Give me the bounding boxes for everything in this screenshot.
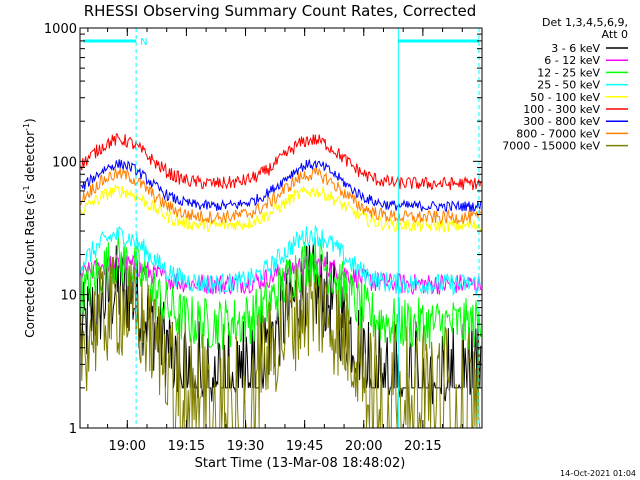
x-tick-label-3: 19:45 — [286, 439, 323, 454]
night-flag-label: N — [140, 37, 147, 48]
plot-frame — [79, 27, 483, 429]
x-tick-label-5: 20:15 — [404, 439, 441, 454]
legend-label-1: 6 - 12 keV — [544, 54, 600, 67]
legend-label-3: 25 - 50 keV — [537, 79, 600, 92]
axes: 19:00 19:15 19:30 19:45 20:00 20:15 1 10 100 1000 — [44, 22, 482, 454]
x-axis-label: Start Time (13-Mar-08 18:48:02) — [195, 456, 406, 471]
series-line-8 — [80, 257, 481, 429]
y-axis-label-part1: Corrected Count Rate (s — [23, 193, 37, 337]
series-layer — [80, 133, 482, 429]
night-flags: N — [83, 28, 480, 428]
legend-label-8: 7000 - 15000 keV — [502, 140, 600, 153]
legend-label-6: 300 - 800 keV — [523, 115, 600, 128]
x-tick-label-1: 19:15 — [168, 439, 205, 454]
y-tick-label-2: 100 — [52, 155, 77, 170]
y-tick-label-0: 1 — [69, 422, 77, 437]
series-line-2 — [80, 235, 482, 351]
y-axis-label-part3: ) — [23, 118, 37, 123]
y-axis-label-sup1: -1 — [22, 185, 31, 193]
x-tick-label-0: 19:00 — [109, 439, 146, 454]
legend-label-4: 50 - 100 keV — [530, 91, 600, 104]
series-line-6 — [80, 159, 482, 213]
y-tick-label-3: 1000 — [44, 22, 77, 37]
x-tick-label-2: 19:30 — [227, 439, 264, 454]
legend-label-7: 800 - 7000 keV — [516, 127, 600, 140]
y-axis-label: Corrected Count Rate (s-1 detector-1) — [22, 118, 37, 337]
legend-header-line2: Att 0 — [602, 28, 628, 41]
y-tick-label-1: 10 — [60, 289, 77, 304]
legend-header-line1: Det 1,3,4,5,6,9, — [542, 16, 628, 29]
footer-date: 14-Oct-2021 01:04 — [560, 469, 636, 478]
x-tick-label-4: 20:00 — [345, 439, 382, 454]
y-axis-label-part2: detector — [23, 131, 37, 186]
y-axis-label-sup2: -1 — [22, 123, 31, 131]
legend-label-0: 3 - 6 keV — [551, 42, 600, 55]
legend-label-5: 100 - 300 keV — [523, 103, 600, 116]
series-line-7 — [80, 167, 482, 225]
series-line-5 — [80, 133, 482, 191]
chart-title: RHESSI Observing Summary Count Rates, Co… — [84, 2, 477, 20]
legend-label-2: 12 - 25 keV — [537, 66, 600, 79]
series-line-4 — [80, 184, 482, 234]
series-line-3 — [80, 224, 481, 296]
